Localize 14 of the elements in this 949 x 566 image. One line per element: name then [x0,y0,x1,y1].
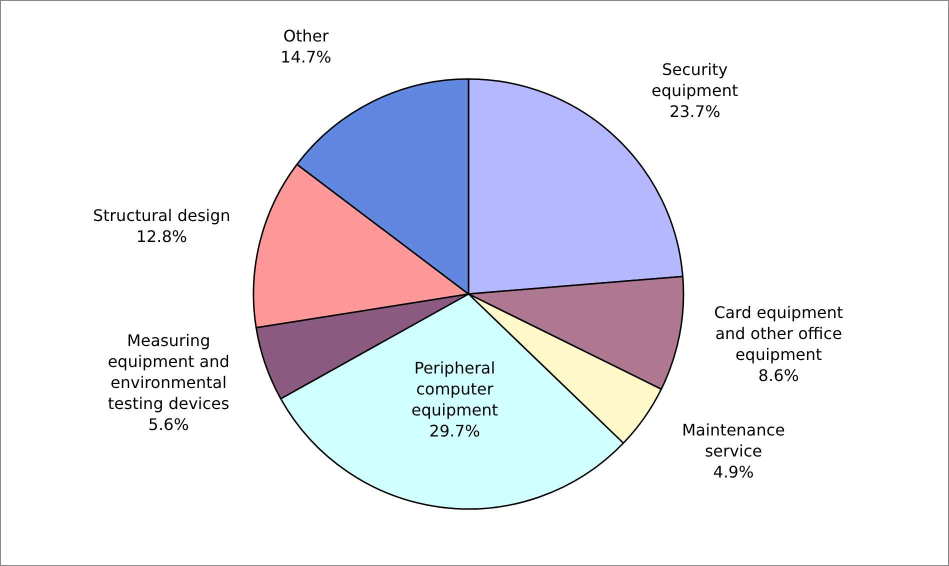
slice-label: Other [283,26,330,46]
slice-label: Measuring equipment and environmental testing devices [108,331,230,414]
data-label: 5.6% [148,415,189,434]
slice-label: Security equipment [652,60,738,100]
data-label: 4.9% [713,462,754,482]
data-label: 8.6% [758,366,799,386]
slice-label: Card equipment and other office equipment [714,303,844,364]
data-label: 29.7% [429,421,480,440]
slice-label: Structural design [93,206,230,225]
slice-label: Maintenance service [682,420,786,460]
slice-label: Peripheral computer equipment [411,358,498,420]
data-label: 12.8% [136,226,188,246]
data-label: 23.7% [669,102,720,121]
data-label: 14.7% [280,47,332,66]
